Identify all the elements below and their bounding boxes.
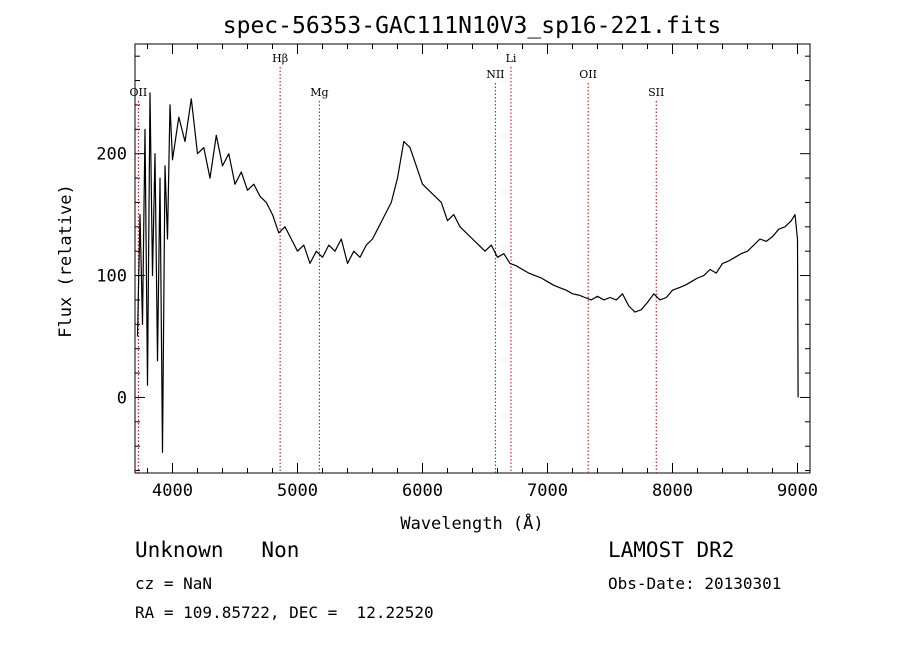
x-tick-label: 4000 xyxy=(152,481,193,501)
y-axis: 0 100 200 xyxy=(96,55,810,472)
spectral-line-label: Hβ xyxy=(272,52,288,65)
x-tick-label: 6000 xyxy=(402,481,443,501)
x-axis-label: Wavelength (Å) xyxy=(400,512,543,534)
plot-border xyxy=(134,43,811,474)
spectral-line-label: NII xyxy=(486,68,504,81)
y-tick-label: 200 xyxy=(96,145,127,165)
spectral-line-label: Mg xyxy=(310,86,328,99)
x-tick-label: 9000 xyxy=(777,481,818,501)
spectrum-line xyxy=(136,92,799,453)
y-tick-label: 100 xyxy=(96,267,127,287)
redshift-label: cz = NaN xyxy=(135,574,213,593)
y-axis-label: Flux (relative) xyxy=(56,184,76,338)
spectral-line-label: OII xyxy=(130,86,148,99)
y-tick-label: 0 xyxy=(117,388,127,408)
x-tick-label: 7000 xyxy=(527,481,568,501)
spectral-line-label: Li xyxy=(506,52,517,65)
x-axis: 4000 5000 6000 7000 8000 9000 xyxy=(147,44,818,501)
coordinates-label: RA = 109.85722, DEC = 12.22520 xyxy=(135,603,434,622)
spectral-line-label: SII xyxy=(648,86,664,99)
obs-date-label: Obs-Date: 20130301 xyxy=(608,574,782,593)
x-tick-label: 5000 xyxy=(277,481,318,501)
x-tick-label: 8000 xyxy=(652,481,693,501)
object-class-label: Unknown Non xyxy=(135,538,300,562)
spectrum-chart: spec-56353-GAC111N10V3_sp16-221.fits 400… xyxy=(56,13,818,534)
survey-label: LAMOST DR2 xyxy=(608,538,735,562)
chart-title: spec-56353-GAC111N10V3_sp16-221.fits xyxy=(223,13,722,39)
spectral-line-label: OII xyxy=(579,68,597,81)
plot-frame xyxy=(134,43,811,474)
